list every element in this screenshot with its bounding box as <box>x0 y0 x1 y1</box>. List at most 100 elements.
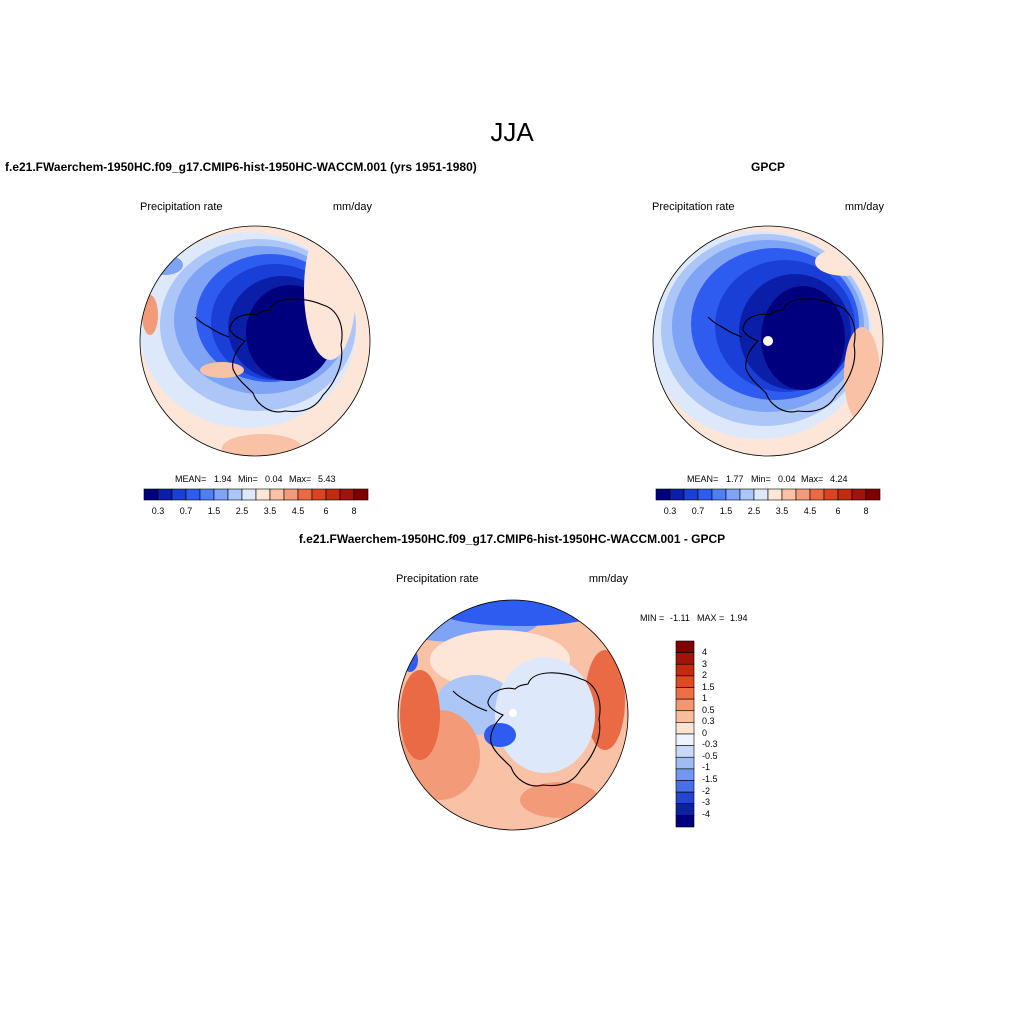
colorbar-swatch <box>675 698 695 712</box>
colorbar-swatch <box>865 488 881 501</box>
colorbar-swatch <box>213 488 229 501</box>
colorbar-tick-label: -3 <box>702 797 710 807</box>
colorbar-tick-label: -1 <box>702 762 710 772</box>
colorbar-swatch <box>675 687 695 700</box>
panel-diff-map <box>398 600 628 830</box>
colorbar-swatch <box>283 488 299 501</box>
colorbar-swatch <box>339 488 355 501</box>
panel-model-colorbar <box>143 488 369 501</box>
panel-diff-map-border <box>397 599 629 831</box>
panel-obs-max-value: 4.24 <box>830 474 848 484</box>
page-title: JJA <box>490 117 534 147</box>
colorbar-tick-label: 2.5 <box>748 506 761 516</box>
colorbar-swatch <box>675 663 695 677</box>
colorbar-tick-label: 1.5 <box>702 682 715 692</box>
colorbar-swatch <box>675 745 695 758</box>
panel-diff-max-value: 1.94 <box>730 613 748 623</box>
colorbar-swatch <box>753 488 769 501</box>
colorbar-swatch <box>675 722 695 735</box>
colorbar-swatch <box>655 488 671 501</box>
colorbar-swatch <box>227 488 243 501</box>
colorbar-tick-label: 8 <box>351 506 356 516</box>
colorbar-swatch <box>325 488 341 501</box>
colorbar-swatch <box>675 756 695 770</box>
missing-data-marker <box>509 709 517 717</box>
colorbar-swatch <box>297 488 313 501</box>
colorbar-tick-label: 1.5 <box>208 506 221 516</box>
colorbar-swatch <box>675 710 695 723</box>
panel-obs: GPCP Precipitation rate mm/day MEAN= 1.7… <box>652 160 885 516</box>
panel-model-mean-label: MEAN= <box>175 474 206 484</box>
panel-model-units: mm/day <box>333 201 373 213</box>
panel-diff-colorbar <box>675 640 695 828</box>
panel-diff-variable-label: Precipitation rate <box>396 573 479 585</box>
colorbar-swatch <box>675 640 695 653</box>
colorbar-swatch <box>157 488 173 501</box>
panel-obs-max-label: Max= <box>801 474 823 484</box>
panel-obs-stats: MEAN= 1.77 Min= 0.04 Max= 4.24 <box>687 474 848 484</box>
panel-model-title: f.e21.FWaerchem-1950HC.f09_g17.CMIP6-his… <box>5 160 477 174</box>
colorbar-tick-label: 2 <box>702 670 707 680</box>
panel-obs-min-label: Min= <box>751 474 771 484</box>
panel-diff: f.e21.FWaerchem-1950HC.f09_g17.CMIP6-his… <box>299 532 748 831</box>
panel-model-max-value: 5.43 <box>318 474 336 484</box>
colorbar-tick-label: 6 <box>323 506 328 516</box>
colorbar-tick-label: 1.5 <box>720 506 733 516</box>
panel-diff-minmax: MIN = -1.11 MAX = 1.94 <box>640 613 748 623</box>
panel-obs-colorbar <box>655 488 881 501</box>
colorbar-swatch <box>781 488 797 501</box>
colorbar-swatch <box>353 488 369 501</box>
colorbar-tick-label: 0.3 <box>664 506 677 516</box>
colorbar-tick-label: 3.5 <box>776 506 789 516</box>
panel-diff-colorbar-ticks: 4 3 2 1.5 1 0.5 0.3 0 -0.3 -0.5 -1 -1.5 … <box>702 647 718 819</box>
panel-obs-mean-value: 1.77 <box>726 474 744 484</box>
colorbar-swatch <box>241 488 257 501</box>
colorbar-swatch <box>823 488 839 501</box>
panel-model-stats: MEAN= 1.94 Min= 0.04 Max= 5.43 <box>175 474 336 484</box>
colorbar-tick-label: 4.5 <box>292 506 305 516</box>
colorbar-swatch <box>739 488 755 501</box>
panel-obs-map <box>653 226 883 456</box>
colorbar-swatch <box>725 488 741 501</box>
colorbar-tick-label: 2.5 <box>236 506 249 516</box>
panel-obs-units: mm/day <box>845 201 885 213</box>
colorbar-tick-label: 0.7 <box>180 506 193 516</box>
panel-model: f.e21.FWaerchem-1950HC.f09_g17.CMIP6-his… <box>5 160 477 516</box>
colorbar-swatch <box>311 488 327 501</box>
colorbar-swatch <box>675 780 695 793</box>
panel-obs-title: GPCP <box>751 160 785 174</box>
colorbar-swatch <box>199 488 215 501</box>
colorbar-swatch <box>675 815 695 828</box>
colorbar-tick-label: 0.3 <box>702 716 715 726</box>
colorbar-tick-label: 4.5 <box>804 506 817 516</box>
colorbar-swatch <box>809 488 825 501</box>
colorbar-swatch <box>675 733 695 746</box>
panel-diff-title: f.e21.FWaerchem-1950HC.f09_g17.CMIP6-his… <box>299 532 725 546</box>
colorbar-swatch <box>767 488 783 501</box>
colorbar-tick-label: 3 <box>702 659 707 669</box>
colorbar-swatch <box>683 488 699 501</box>
missing-data-marker <box>763 336 773 346</box>
panel-obs-min-value: 0.04 <box>778 474 796 484</box>
colorbar-tick-label: 0.7 <box>692 506 705 516</box>
panel-model-map <box>140 226 370 456</box>
panel-diff-max-label: MAX = <box>697 613 724 623</box>
colorbar-swatch <box>185 488 201 501</box>
colorbar-swatch <box>269 488 285 501</box>
colorbar-tick-label: 0.5 <box>702 705 715 715</box>
colorbar-swatch <box>675 652 695 665</box>
colorbar-tick-label: -0.5 <box>702 751 718 761</box>
colorbar-swatch <box>255 488 271 501</box>
colorbar-tick-label: 1 <box>702 693 707 703</box>
panel-obs-colorbar-ticks: 0.3 0.7 1.5 2.5 3.5 4.5 6 8 <box>664 506 869 516</box>
colorbar-swatch <box>171 488 187 501</box>
colorbar-swatch <box>675 803 695 816</box>
colorbar-tick-label: -1.5 <box>702 774 718 784</box>
colorbar-tick-label: 6 <box>835 506 840 516</box>
colorbar-tick-label: -4 <box>702 809 710 819</box>
panel-model-colorbar-ticks: 0.3 0.7 1.5 2.5 3.5 4.5 6 8 <box>152 506 357 516</box>
colorbar-swatch <box>669 488 685 501</box>
colorbar-swatch <box>675 768 695 781</box>
colorbar-tick-label: 8 <box>863 506 868 516</box>
